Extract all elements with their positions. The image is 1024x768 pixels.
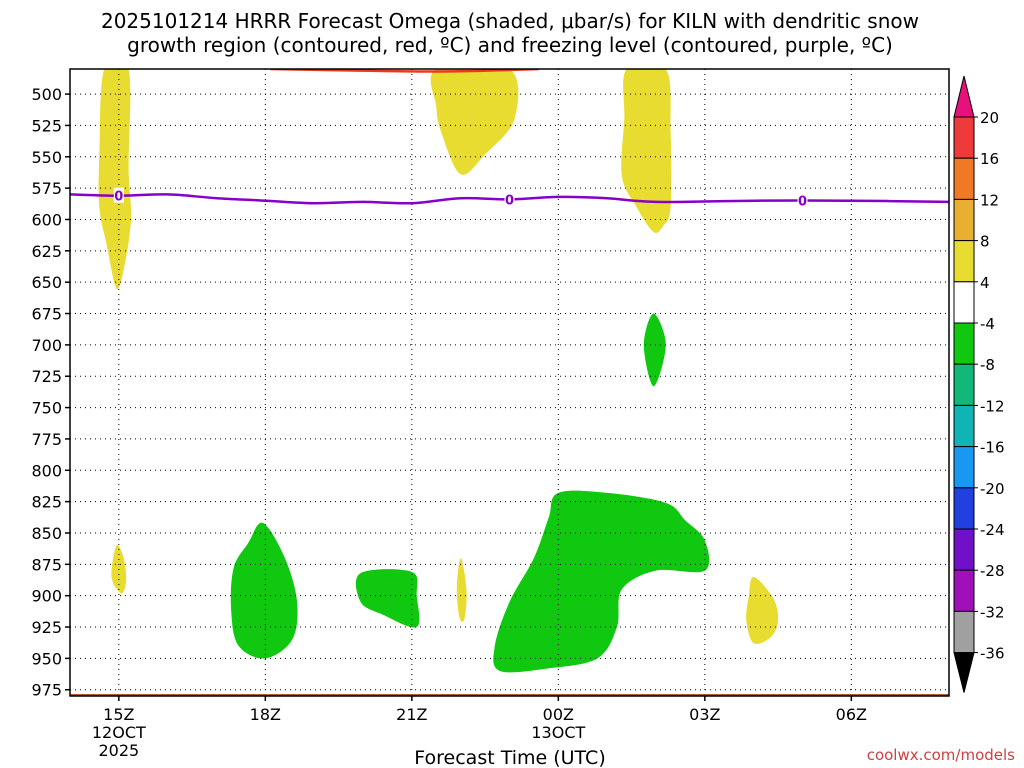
x-axis-title: Forecast Time (UTC) [414, 747, 605, 768]
omega-region-positive-0 [98, 69, 132, 290]
colorbar-label-2: 12 [980, 191, 999, 209]
x-tick-label-18Z: 18Z [250, 705, 281, 724]
colorbar-label-5: -4 [980, 315, 995, 333]
freezing-level-label-1: 0 [505, 193, 514, 208]
colorbar-label-7: -12 [980, 397, 1005, 415]
dendritic-growth-contour [270, 69, 539, 73]
colorbar-bottom-triangle [953, 652, 975, 693]
y-tick-label-500: 500 [31, 85, 62, 104]
y-tick-label-625: 625 [31, 242, 62, 261]
dgz-contour-line [270, 69, 539, 73]
y-tick-label-550: 550 [31, 148, 62, 167]
colorbar-bin-10 [953, 528, 975, 571]
chart-title: 2025101214 HRRR Forecast Omega (shaded, … [101, 9, 919, 57]
colorbar-label-9: -20 [980, 480, 1005, 498]
y-tick-label-975: 975 [31, 681, 62, 700]
y-tick-label-750: 750 [31, 399, 62, 418]
colorbar: 20 16 12 8 4 -4 -8 -12 -16 -20 -24 -28 -32 -36 [953, 75, 1005, 693]
colorbar-label-3: 8 [980, 233, 990, 251]
x-date-label-15Z-0: 12OCT [92, 723, 146, 742]
freezing-level-line [70, 193, 949, 205]
colorbar-bin-2 [953, 198, 975, 242]
freezing-level-label-0: 0 [114, 190, 123, 205]
colorbar-label-1: 16 [980, 150, 999, 168]
omega-region-negative-8 [355, 569, 420, 628]
y-tick-label-775: 775 [31, 430, 62, 449]
y-tick-label-575: 575 [31, 179, 62, 198]
colorbar-label-0: 20 [980, 109, 999, 127]
colorbar-label-13: -36 [980, 645, 1005, 663]
freezing-label-bg-2 [797, 192, 808, 208]
omega-region-positive-2 [621, 69, 672, 233]
omega-region-negative-7 [230, 522, 298, 659]
credit-link[interactable]: coolwx.com/models [867, 746, 1015, 764]
colorbar-bin-1 [953, 157, 975, 200]
y-tick-label-600: 600 [31, 210, 62, 229]
x-tick-label-00Z: 00Z [543, 705, 574, 724]
colorbar-bin-4 [953, 281, 975, 324]
omega-region-negative-9 [493, 490, 710, 673]
colorbar-label-6: -8 [980, 356, 995, 374]
colorbar-top-triangle [953, 75, 975, 118]
freezing-label-bg-1 [504, 191, 515, 207]
omega-shading [98, 69, 779, 673]
colorbar-label-11: -28 [980, 562, 1005, 580]
y-tick-label-800: 800 [31, 461, 62, 480]
y-tick-label-875: 875 [31, 555, 62, 574]
colorbar-label-8: -16 [980, 439, 1005, 457]
colorbar-bin-3 [953, 240, 975, 283]
x-tick-label-06Z: 06Z [836, 705, 867, 724]
surface-terrain [70, 694, 949, 696]
colorbar-bin-5 [953, 322, 975, 365]
title-line-1: 2025101214 HRRR Forecast Omega (shaded, … [101, 9, 919, 33]
y-tick-label-825: 825 [31, 493, 62, 512]
y-tick-label-950: 950 [31, 649, 62, 668]
colorbar-bin-0 [953, 116, 975, 159]
freezing-label-bg-0 [113, 187, 124, 203]
colorbar-bin-8 [953, 446, 975, 489]
surface-strip [70, 694, 949, 696]
colorbar-bin-6 [953, 363, 975, 406]
x-tick-label-15Z: 15Z [103, 705, 134, 724]
title-line-2: growth region (contoured, red, ºC) and f… [127, 33, 893, 57]
y-tick-label-900: 900 [31, 587, 62, 606]
y-tick-label-525: 525 [31, 116, 62, 135]
freezing-level-contour: 0 0 0 [70, 187, 949, 210]
colorbar-label-12: -32 [980, 603, 1005, 621]
colorbar-bin-9 [953, 487, 975, 530]
colorbar-bin-12 [953, 610, 975, 654]
plot-area: 0 0 0 [70, 69, 949, 696]
omega-region-negative-6 [643, 313, 666, 387]
freezing-level-label-2: 0 [798, 195, 807, 210]
y-tick-label-650: 650 [31, 273, 62, 292]
x-date-label-00Z-0: 13OCT [531, 723, 585, 742]
colorbar-bin-7 [953, 404, 975, 448]
y-tick-label-850: 850 [31, 524, 62, 543]
plot-frame [69, 68, 950, 697]
y-tick-label-925: 925 [31, 618, 62, 637]
omega-region-positive-4 [456, 558, 467, 622]
x-date-label-15Z-1: 2025 [98, 741, 139, 760]
x-tick-label-03Z: 03Z [689, 705, 720, 724]
omega-region-positive-5 [746, 576, 779, 645]
y-tick-label-700: 700 [31, 336, 62, 355]
colorbar-label-4: 4 [980, 274, 990, 292]
y-tick-label-675: 675 [31, 305, 62, 324]
x-tick-label-21Z: 21Z [396, 705, 427, 724]
y-tick-label-725: 725 [31, 367, 62, 386]
colorbar-label-10: -24 [980, 521, 1005, 539]
colorbar-bin-11 [953, 569, 975, 612]
y-axis: 500 525 550 575 600 625 650 675 700 725 750 775 800 8… [31, 85, 70, 700]
omega-region-positive-1 [430, 69, 519, 175]
